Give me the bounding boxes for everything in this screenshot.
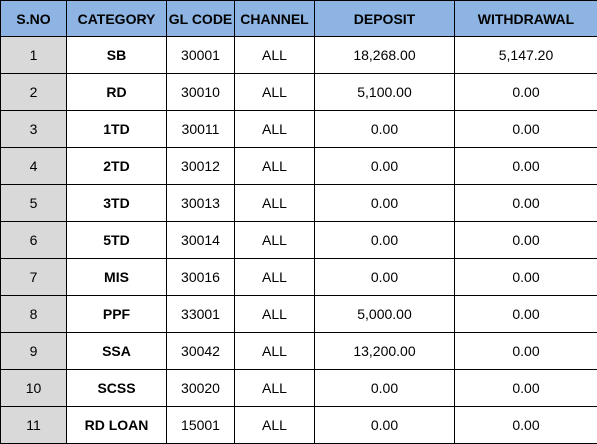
cell-channel: ALL (235, 259, 315, 296)
header-channel: CHANNEL (235, 1, 315, 37)
cell-deposit: 13,200.00 (315, 333, 455, 370)
cell-gl-code: 30001 (167, 37, 235, 74)
cell-category: RD (67, 74, 167, 111)
cell-channel: ALL (235, 222, 315, 259)
cell-gl-code: 33001 (167, 296, 235, 333)
header-gl-code: GL CODE (167, 1, 235, 37)
cell-category: SCSS (67, 370, 167, 407)
cell-sno: 10 (1, 370, 67, 407)
cell-sno: 7 (1, 259, 67, 296)
cell-sno: 11 (1, 407, 67, 444)
cell-gl-code: 15001 (167, 407, 235, 444)
cell-gl-code: 30042 (167, 333, 235, 370)
cell-withdrawal: 0.00 (455, 259, 597, 296)
cell-withdrawal: 0.00 (455, 148, 597, 185)
cell-deposit: 0.00 (315, 185, 455, 222)
cell-channel: ALL (235, 148, 315, 185)
cell-deposit: 5,000.00 (315, 296, 455, 333)
cell-sno: 3 (1, 111, 67, 148)
cell-gl-code: 30010 (167, 74, 235, 111)
cell-gl-code: 30014 (167, 222, 235, 259)
cell-sno: 6 (1, 222, 67, 259)
cell-channel: ALL (235, 333, 315, 370)
cell-category: MIS (67, 259, 167, 296)
cell-withdrawal: 0.00 (455, 74, 597, 111)
cell-channel: ALL (235, 37, 315, 74)
cell-channel: ALL (235, 185, 315, 222)
cell-category: RD LOAN (67, 407, 167, 444)
cell-sno: 2 (1, 74, 67, 111)
cell-gl-code: 30011 (167, 111, 235, 148)
cell-deposit: 0.00 (315, 222, 455, 259)
cell-category: SB (67, 37, 167, 74)
cell-withdrawal: 0.00 (455, 370, 597, 407)
cell-deposit: 0.00 (315, 370, 455, 407)
header-withdrawal: WITHDRAWAL (455, 1, 597, 37)
cell-deposit: 0.00 (315, 148, 455, 185)
cell-channel: ALL (235, 111, 315, 148)
cell-withdrawal: 5,147.20 (455, 37, 597, 74)
cell-deposit: 5,100.00 (315, 74, 455, 111)
cell-sno: 8 (1, 296, 67, 333)
cell-channel: ALL (235, 296, 315, 333)
cell-withdrawal: 0.00 (455, 407, 597, 444)
cell-withdrawal: 0.00 (455, 333, 597, 370)
cell-category: PPF (67, 296, 167, 333)
cell-channel: ALL (235, 370, 315, 407)
cell-category: 2TD (67, 148, 167, 185)
cell-deposit: 0.00 (315, 259, 455, 296)
cell-withdrawal: 0.00 (455, 222, 597, 259)
cell-withdrawal: 0.00 (455, 296, 597, 333)
cell-withdrawal: 0.00 (455, 185, 597, 222)
cell-sno: 1 (1, 37, 67, 74)
cell-category: 3TD (67, 185, 167, 222)
header-sno: S.NO (1, 1, 67, 37)
cell-category: 5TD (67, 222, 167, 259)
cell-category: SSA (67, 333, 167, 370)
cell-gl-code: 30013 (167, 185, 235, 222)
table-header-row: S.NO CATEGORY GL CODE CHANNEL DEPOSIT WI… (1, 1, 597, 37)
cell-sno: 4 (1, 148, 67, 185)
cell-sno: 5 (1, 185, 67, 222)
cell-deposit: 0.00 (315, 407, 455, 444)
cell-category: 1TD (67, 111, 167, 148)
cell-gl-code: 30020 (167, 370, 235, 407)
cell-gl-code: 30016 (167, 259, 235, 296)
cell-deposit: 0.00 (315, 111, 455, 148)
cell-gl-code: 30012 (167, 148, 235, 185)
header-category: CATEGORY (67, 1, 167, 37)
header-deposit: DEPOSIT (315, 1, 455, 37)
cell-deposit: 18,268.00 (315, 37, 455, 74)
cell-sno: 9 (1, 333, 67, 370)
cell-channel: ALL (235, 407, 315, 444)
cell-withdrawal: 0.00 (455, 111, 597, 148)
cell-channel: ALL (235, 74, 315, 111)
